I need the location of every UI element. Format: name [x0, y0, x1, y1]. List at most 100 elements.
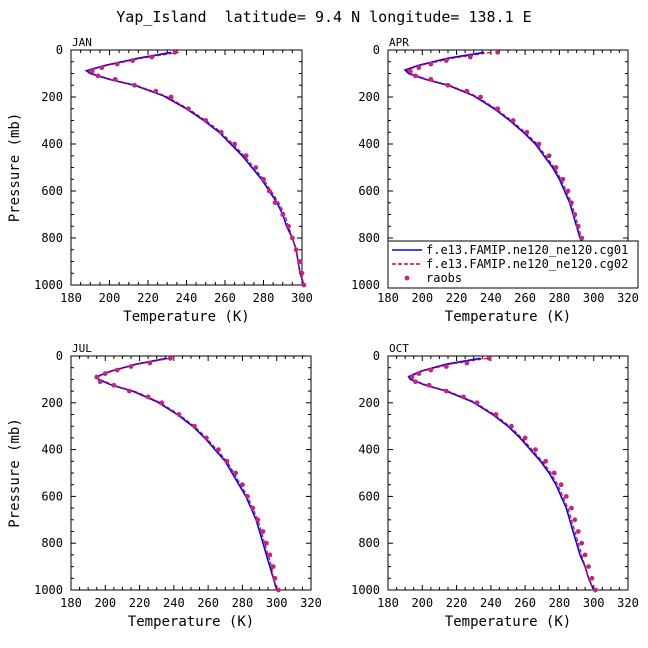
y-tick-label: 600 [41, 489, 63, 503]
x-axis-label: Temperature (K) [128, 614, 254, 630]
y-tick-label: 200 [41, 90, 63, 104]
x-tick-label: 280 [549, 291, 571, 305]
x-tick-label: 180 [60, 596, 82, 610]
raobs-point [569, 200, 574, 206]
y-tick-label: 400 [41, 137, 63, 151]
raobs-point [159, 400, 165, 406]
x-tick-label: 180 [60, 291, 82, 305]
y-tick-label: 1000 [34, 583, 63, 597]
series-line-cg01 [95, 357, 278, 591]
raobs-point [186, 106, 191, 112]
plot-frame [387, 355, 629, 591]
plot-frame [70, 355, 312, 591]
x-axis-label: Temperature (K) [445, 614, 571, 630]
x-tick-label: 220 [446, 291, 468, 305]
raobs-point [495, 49, 501, 55]
series-line-cg02 [86, 51, 305, 286]
raobs-point [301, 282, 307, 288]
legend-label: f.e13.FAMIP.ne120_ne120.cg02 [426, 257, 628, 271]
raobs-point [416, 371, 422, 376]
raobs-point [443, 388, 449, 394]
raobs-point [572, 212, 578, 217]
raobs-point [524, 129, 530, 135]
y-tick-label: 0 [373, 43, 380, 57]
y-tick-label: 600 [358, 184, 380, 198]
x-tick-label: 220 [129, 596, 151, 610]
raobs-point [299, 270, 305, 276]
x-tick-label: 280 [549, 596, 571, 610]
x-axis-label: Temperature (K) [445, 309, 571, 325]
legend: f.e13.FAMIP.ne120_ne120.cg01f.e13.FAMIP.… [387, 240, 639, 289]
x-tick-label: 300 [583, 291, 605, 305]
raobs-point [575, 529, 581, 534]
y-tick-label: 200 [358, 396, 380, 410]
raobs-point [407, 68, 413, 74]
raobs-point [560, 176, 566, 182]
raobs-point [95, 73, 101, 79]
raobs-point [297, 259, 303, 264]
raobs-point [416, 65, 422, 71]
x-tick-label: 240 [480, 291, 502, 305]
raobs-point [428, 367, 434, 373]
raobs-point [280, 212, 286, 217]
x-tick-label: 200 [94, 596, 116, 610]
raobs-point [579, 540, 585, 546]
x-axis-label: Temperature (K) [123, 309, 249, 325]
raobs-point [111, 382, 117, 388]
raobs-point [409, 374, 415, 380]
raobs-point [243, 153, 249, 159]
raobs-point [233, 470, 238, 476]
x-tick-label: 240 [163, 596, 185, 610]
raobs-point [582, 552, 588, 558]
panel-jul: 180 200 220 240 260 280 300 320 0 200 400 600 800 100… [7, 342, 322, 630]
raobs-point [130, 58, 136, 63]
x-tick-label: 200 [411, 291, 433, 305]
x-tick-label: 180 [377, 291, 399, 305]
panel-label: APR [389, 36, 409, 49]
x-tick-label: 300 [583, 596, 605, 610]
raobs-point [253, 165, 259, 170]
x-tick-label: 280 [232, 596, 254, 610]
x-tick-label: 260 [214, 291, 236, 305]
y-tick-label: 600 [41, 184, 63, 198]
y-tick-label: 0 [56, 43, 63, 57]
raobs-point [509, 423, 514, 429]
raobs-point [172, 49, 178, 55]
panel-label: JAN [72, 36, 92, 49]
raobs-point [132, 82, 137, 88]
raobs-point [565, 188, 571, 194]
raobs-point [558, 482, 564, 488]
panel-oct: 180 200 220 240 260 280 300 320 0 200 400 600 800 100… [351, 342, 639, 630]
raobs-point [276, 587, 281, 593]
plot-frame [70, 49, 303, 286]
raobs-point [553, 165, 559, 170]
raobs-point [94, 374, 100, 380]
y-tick-label: 0 [373, 349, 380, 363]
series-line-cg01 [407, 357, 595, 591]
raobs-point [240, 482, 245, 488]
raobs-point [486, 355, 492, 361]
raobs-point [467, 54, 473, 60]
x-tick-label: 220 [137, 291, 159, 305]
raobs-point [224, 458, 230, 464]
raobs-point [128, 364, 134, 369]
y-tick-label: 400 [358, 443, 380, 457]
raobs-point [589, 575, 595, 581]
raobs-point [461, 394, 466, 400]
y-tick-label: 600 [358, 489, 380, 503]
raobs-point [270, 564, 276, 569]
raobs-point [286, 223, 291, 229]
raobs-point [255, 517, 261, 523]
y-tick-label: 800 [358, 231, 380, 245]
x-tick-label: 280 [253, 291, 275, 305]
raobs-point [145, 394, 151, 400]
y-tick-label: 0 [56, 349, 63, 363]
raobs-point [114, 367, 120, 373]
y-axis-label: Pressure (mb) [7, 418, 23, 528]
raobs-point [289, 235, 295, 241]
legend-box [387, 240, 639, 289]
raobs-point [216, 447, 221, 452]
raobs-point [464, 88, 470, 94]
y-tick-label: 800 [41, 231, 63, 245]
raobs-point [99, 65, 105, 71]
